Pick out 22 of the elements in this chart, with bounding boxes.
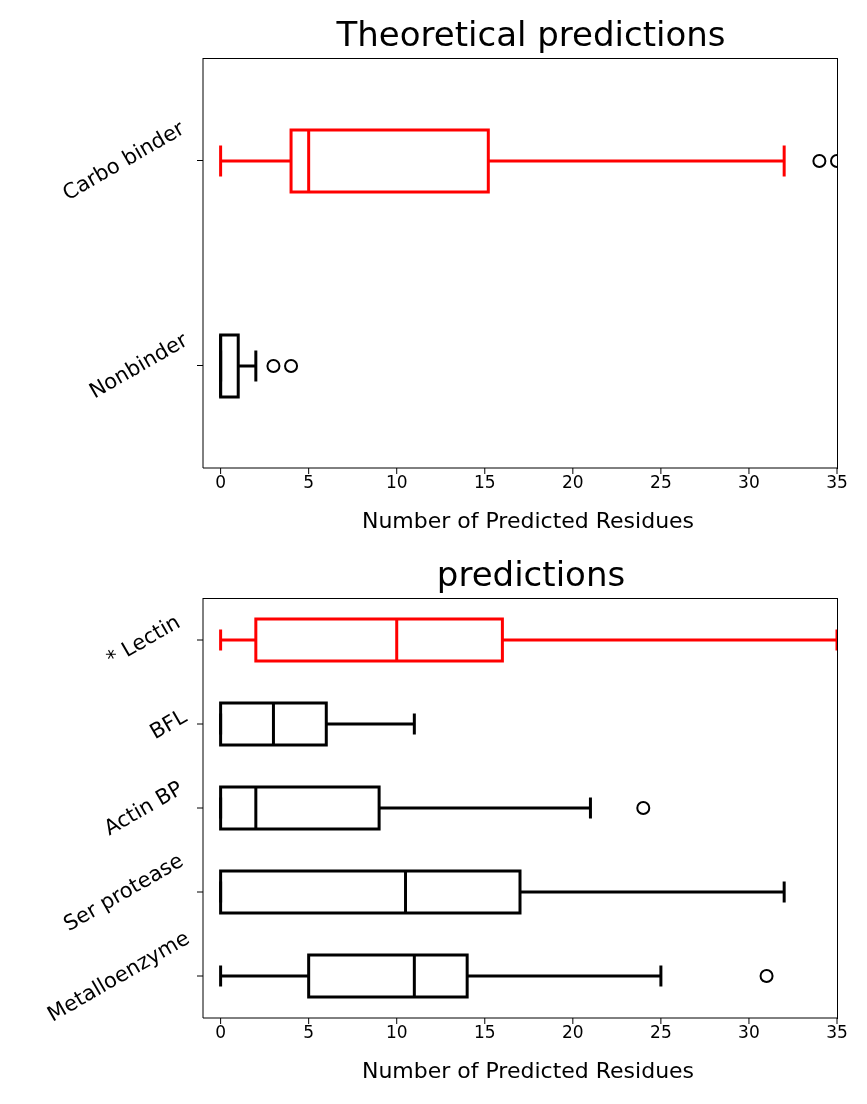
x-tick-label: 0: [215, 1022, 227, 1043]
x-axis-title: Number of Predicted Residues: [360, 508, 696, 533]
x-tick-label: 30: [738, 1022, 760, 1043]
x-tick-label: 20: [562, 1022, 584, 1043]
x-tick-label: 10: [385, 472, 408, 493]
x-tick-label: 30: [738, 472, 760, 493]
x-tick-label: 5: [303, 472, 315, 493]
x-tick-label: 35: [826, 1022, 848, 1043]
x-tick-label: 0: [215, 472, 227, 493]
y-tick-label: BFL: [145, 703, 191, 744]
x-tick-label: 15: [473, 472, 496, 493]
x-tick-label: 35: [826, 472, 848, 493]
x-tick-label: 25: [650, 472, 672, 493]
y-tick-label: Actin BP: [99, 775, 187, 841]
x-axis-title: Number of Predicted Residues: [360, 1058, 696, 1083]
x-tick-label: 5: [303, 1022, 315, 1043]
x-tick-label: 10: [385, 1022, 408, 1043]
chart-title: Theoretical predictions: [335, 14, 727, 54]
chart-title: predictions: [435, 554, 627, 594]
x-tick-label: 20: [562, 472, 584, 493]
x-tick-label: 25: [650, 1022, 672, 1043]
x-tick-label: 15: [473, 1022, 496, 1043]
